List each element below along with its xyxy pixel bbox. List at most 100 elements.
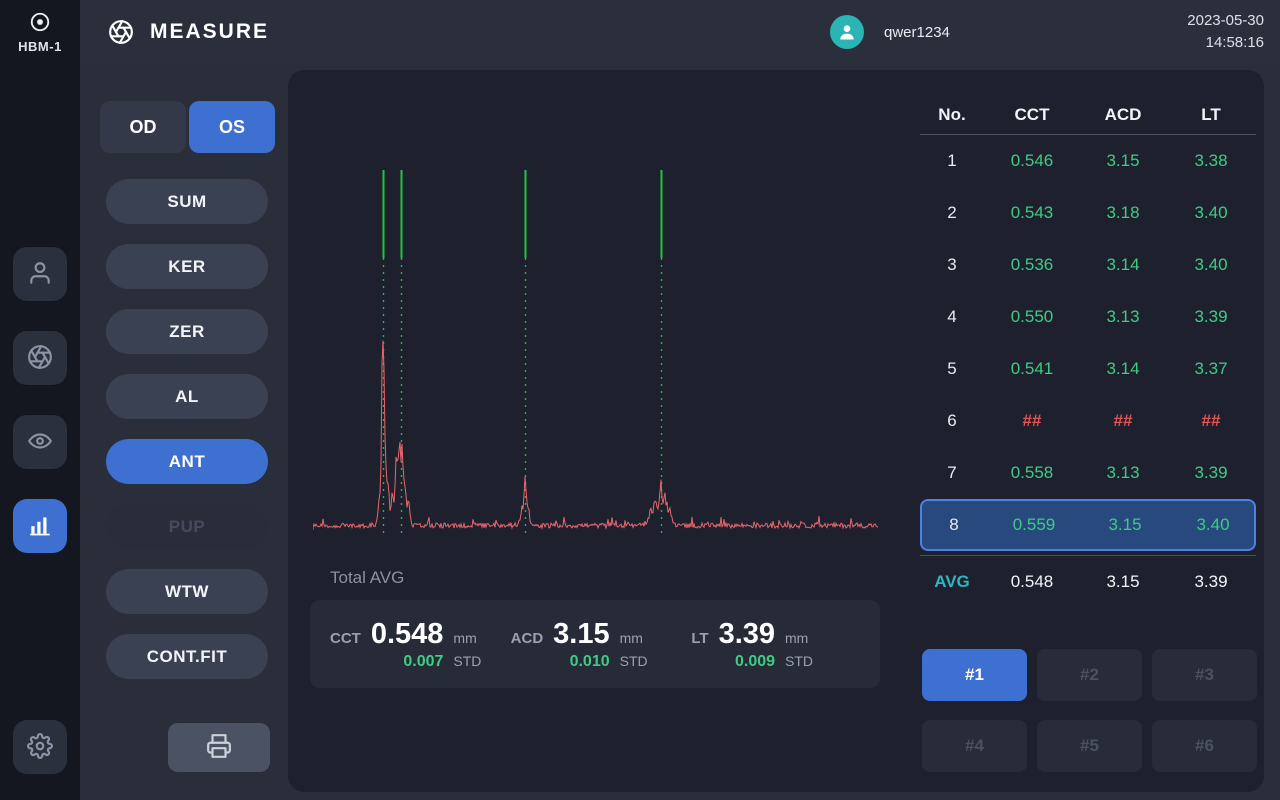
page-title: MEASURE	[150, 20, 270, 43]
lt-value: 3.39	[1194, 307, 1228, 326]
avg-acd: 3.15	[1106, 572, 1140, 591]
acd-value: 3.13	[1106, 463, 1140, 482]
lt-value: ##	[1201, 411, 1221, 430]
stat-lt: LT 3.39 mm 0.009 STD	[685, 618, 866, 671]
slot-button-2[interactable]: #2	[1037, 649, 1142, 701]
summary-stats-bar: CCT 0.548 mm 0.007 STD ACD 3.15 mm 0.010…	[310, 600, 880, 688]
result-row-5[interactable]: 5 0.541 3.14 3.37	[920, 343, 1256, 395]
settings-button[interactable]	[13, 720, 67, 774]
lt-value: 3.38	[1194, 151, 1228, 170]
lt-value: 3.39	[1194, 463, 1228, 482]
slot-button-3[interactable]: #3	[1152, 649, 1257, 701]
stat-unit: mm	[619, 629, 643, 646]
result-row-1[interactable]: 1 0.546 3.15 3.38	[920, 135, 1256, 187]
col-lt: LT	[1201, 104, 1221, 124]
stat-label: LT	[691, 629, 709, 647]
slot-button-5[interactable]: #5	[1037, 720, 1142, 772]
stat-std-label: STD	[785, 652, 814, 669]
printer-icon	[206, 733, 232, 762]
result-row-4[interactable]: 4 0.550 3.13 3.39	[920, 291, 1256, 343]
cct-value: 0.559	[1012, 515, 1056, 534]
nav-capture-button[interactable]	[13, 331, 67, 385]
gear-icon	[27, 732, 53, 762]
eye-scan-icon	[27, 428, 53, 457]
stat-std-label: STD	[453, 652, 482, 669]
result-row-3[interactable]: 3 0.536 3.14 3.40	[920, 239, 1256, 291]
mode-button-sum[interactable]: SUM	[106, 179, 268, 224]
cct-value: 0.558	[1010, 463, 1054, 482]
mode-button-wtw[interactable]: WTW	[106, 569, 268, 614]
stat-std-value: 0.007	[403, 652, 444, 670]
stat-unit: mm	[785, 629, 809, 646]
row-number: 7	[947, 463, 957, 482]
user-icon	[27, 260, 53, 289]
result-row-8[interactable]: 8 0.559 3.15 3.40	[920, 499, 1256, 551]
print-button[interactable]	[168, 723, 270, 772]
slot-button-6[interactable]: #6	[1152, 720, 1257, 772]
result-row-6[interactable]: 6 ## ## ##	[920, 395, 1256, 447]
col-no: No.	[938, 104, 966, 124]
time-text: 14:58:16	[1205, 34, 1264, 51]
mode-button-zer[interactable]: ZER	[106, 309, 268, 354]
stat-std-value: 0.009	[734, 652, 776, 670]
avg-row: AVG 0.548 3.15 3.39	[920, 556, 1256, 608]
date-text: 2023-05-30	[1187, 12, 1264, 29]
content-area: OD OS SUM KER ZER AL ANT PUP WTW CONT.FI…	[80, 64, 1280, 800]
result-row-2[interactable]: 2 0.543 3.18 3.40	[920, 187, 1256, 239]
mode-button-al[interactable]: AL	[106, 374, 268, 419]
acd-value: ##	[1113, 411, 1133, 430]
slot-buttons: #1 #2 #3 #4 #5 #6	[922, 649, 1257, 772]
ascan-waveform	[313, 170, 878, 536]
nav-review-button[interactable]	[13, 415, 67, 469]
lt-value: 3.40	[1194, 203, 1228, 222]
cct-value: 0.543	[1010, 203, 1054, 222]
stat-value: 3.15	[553, 617, 610, 650]
acd-value: 3.15	[1106, 151, 1140, 170]
mode-button-ker[interactable]: KER	[106, 244, 268, 289]
acd-value: 3.13	[1106, 307, 1140, 326]
nav-patient-button[interactable]	[13, 247, 67, 301]
stat-std-label: STD	[619, 652, 648, 669]
col-acd: ACD	[1104, 104, 1142, 124]
stat-value: 0.548	[370, 617, 444, 650]
result-row-7[interactable]: 7 0.558 3.13 3.39	[920, 447, 1256, 499]
avatar	[830, 15, 864, 49]
acd-value: 3.15	[1108, 515, 1142, 534]
avg-lt: 3.39	[1194, 572, 1228, 591]
header-bar: MEASURE qwer1234 2023-05-30 14:58:16	[80, 0, 1280, 64]
mode-button-ant[interactable]: ANT	[106, 439, 268, 484]
ascan-chart	[313, 170, 878, 545]
os-button[interactable]: OS	[189, 101, 275, 153]
lt-value: 3.37	[1194, 359, 1228, 378]
lt-value: 3.40	[1196, 515, 1230, 534]
stat-std-value: 0.010	[569, 652, 610, 670]
row-number: 2	[947, 203, 957, 222]
device-name: HBM-1	[18, 39, 62, 54]
cct-value: ##	[1022, 411, 1042, 430]
row-number: 3	[947, 255, 957, 274]
stat-label: CCT	[330, 629, 361, 647]
row-number: 6	[947, 411, 957, 430]
slot-button-1[interactable]: #1	[922, 649, 1027, 701]
od-button[interactable]: OD	[100, 101, 186, 153]
stat-cct: CCT 0.548 mm 0.007 STD	[324, 618, 505, 671]
stat-value: 3.39	[718, 617, 776, 650]
slot-button-4[interactable]: #4	[922, 720, 1027, 772]
user-chip[interactable]: qwer1234	[830, 15, 950, 49]
device-logo: HBM-1	[0, 11, 80, 54]
cct-value: 0.541	[1010, 359, 1054, 378]
row-number: 4	[947, 307, 957, 326]
sidebar: HBM-1	[0, 0, 80, 800]
cct-value: 0.536	[1010, 255, 1054, 274]
col-cct: CCT	[1014, 104, 1050, 124]
stat-acd: ACD 3.15 mm 0.010 STD	[505, 618, 686, 671]
row-number: 5	[947, 359, 957, 378]
row-number: 1	[947, 151, 957, 170]
acd-value: 3.14	[1106, 359, 1140, 378]
mode-button-cont-fit[interactable]: CONT.FIT	[106, 634, 268, 679]
results-table: No. CCT ACD LT 1 0.546 3.15 3.38 2 0.543…	[920, 95, 1256, 608]
mode-button-pup: PUP	[106, 504, 268, 549]
aperture-icon	[108, 19, 134, 45]
nav-measure-button[interactable]	[13, 499, 67, 553]
